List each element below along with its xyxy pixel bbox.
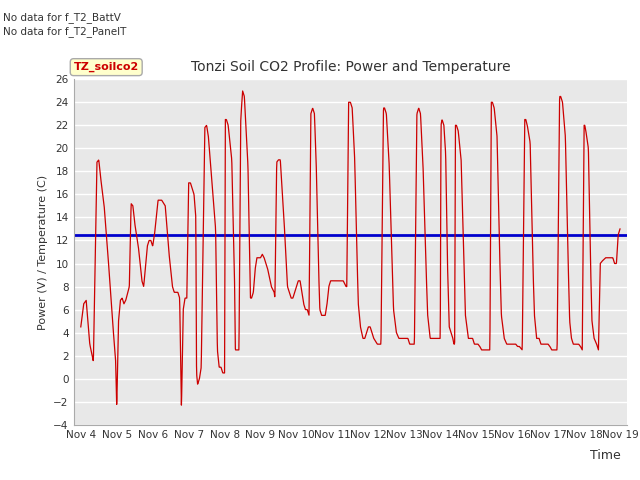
Text: Time: Time xyxy=(590,449,621,462)
Text: No data for f_T2_BattV: No data for f_T2_BattV xyxy=(3,12,121,23)
Title: Tonzi Soil CO2 Profile: Power and Temperature: Tonzi Soil CO2 Profile: Power and Temper… xyxy=(191,60,510,74)
Y-axis label: Power (V) / Temperature (C): Power (V) / Temperature (C) xyxy=(38,174,48,330)
Text: TZ_soilco2: TZ_soilco2 xyxy=(74,62,139,72)
Text: No data for f_T2_PanelT: No data for f_T2_PanelT xyxy=(3,26,127,37)
